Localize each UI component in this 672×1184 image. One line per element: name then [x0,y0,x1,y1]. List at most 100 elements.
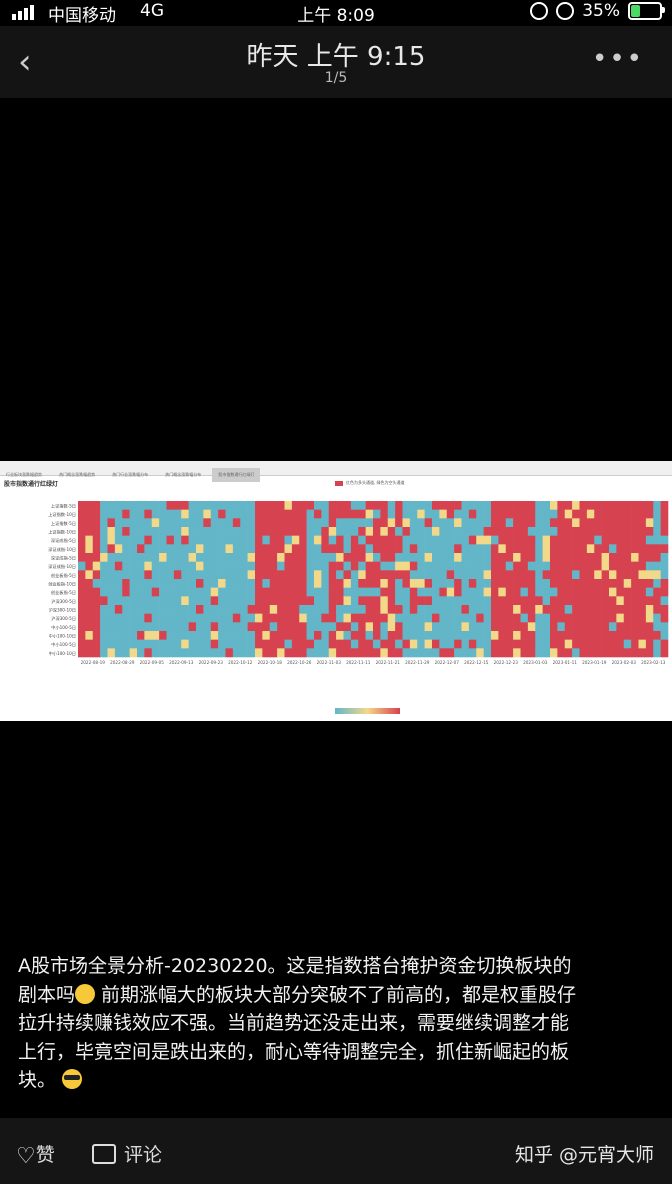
heatmap-cell [336,579,344,588]
photo-viewer-image[interactable]: 行业板块涨跌幅趋势 热门概念涨跌幅趋势 热门行业涨跌幅分布 热门概念涨跌幅分布 … [0,461,672,721]
heatmap-cell [373,605,381,614]
heatmap-cell [660,544,669,554]
heatmap-cell [446,579,455,588]
heatmap-cell [107,613,116,623]
heatmap-cell [476,596,484,606]
heatmap-cell [439,553,448,562]
comment-button[interactable]: 评论 [92,1140,162,1167]
heatmap-cell [122,570,130,580]
heatmap-cell [114,639,123,649]
heatmap-cell [653,509,661,519]
heatmap-cell [85,509,94,519]
heatmap-cell [373,509,381,519]
heatmap-cell [255,570,263,580]
heatmap-cell [387,535,396,545]
heatmap-cell [284,509,293,519]
heatmap-cell [542,501,551,510]
heatmap-cell [623,570,632,580]
heatmap-cell [336,509,344,519]
like-button[interactable]: ♡赞 [16,1140,55,1169]
more-dots-icon[interactable]: ••• [591,44,644,74]
heatmap-cell [579,501,588,510]
heatmap-cell [306,570,315,580]
heatmap-cell [631,570,639,580]
heatmap-cell [594,622,602,632]
heatmap-cell [314,605,322,614]
heatmap-cell [350,553,359,562]
heatmap-cell [210,579,219,588]
heatmap-cell [513,535,521,545]
date-tick-label: 2022-09-05 [140,660,165,665]
heatmap-cell [284,613,293,623]
heatmap-cell [210,544,219,554]
heatmap-cell [262,587,271,597]
heatmap-cell [505,622,514,632]
heatmap-cell [122,613,130,623]
heatmap-cell [579,605,588,614]
heatmap-cell [166,639,175,649]
heatmap-cell [159,561,167,571]
heatmap-cell [144,587,153,597]
heatmap-cell [314,544,322,554]
caption-line: 上行，毕竟空间是跌出来的，耐心等待调整完全，抓住新崛起的板 [18,1040,570,1063]
heatmap-cell [586,605,595,614]
heatmap-cell [373,544,381,554]
heatmap-cell [78,553,86,562]
heatmap-cell [660,527,669,536]
heatmap-cell [579,622,588,632]
heatmap-cell [306,579,315,588]
heatmap-cell [424,501,433,510]
heatmap-cell [114,631,123,640]
heatmap-cell [181,561,189,571]
heatmap-cell [196,501,204,510]
row-label: 中小100-10日 [49,650,76,657]
heatmap-cell [321,544,330,554]
heatmap-cell [78,622,86,632]
heatmap-cell [373,631,381,640]
heatmap-cell [535,509,543,519]
heatmap-cell [159,518,167,528]
heatmap-cell [328,639,337,649]
heatmap-cell [255,639,263,649]
heatmap-cell [491,639,499,649]
heatmap-cell [439,639,448,649]
heatmap-cell [483,553,492,562]
heatmap-cell [402,596,411,606]
heatmap-cell [181,527,189,536]
heatmap-cell [454,544,462,554]
heatmap-cell [395,613,403,623]
heatmap-cell [432,518,440,528]
heatmap-cell [247,501,256,510]
heatmap-cell [314,570,322,580]
heatmap-cell [623,535,632,545]
heatmap-cell [218,639,226,649]
heatmap-cell [299,579,307,588]
heatmap-cell [417,605,425,614]
heatmap-cell [218,570,226,580]
heatmap-cell [550,596,558,606]
heatmap-cell [564,544,573,554]
heatmap-cell [92,501,101,510]
heatmap-cell [417,639,425,649]
heatmap-cell [653,527,661,536]
heatmap-cell [454,501,462,510]
heatmap-cell [225,553,234,562]
heatmap-cell [365,605,374,614]
heatmap-cell [144,561,153,571]
heatmap-cell [550,501,558,510]
heatmap-cell [232,631,241,640]
heatmap-cell [122,561,130,571]
heatmap-cell [586,527,595,536]
chevron-left-icon[interactable]: ‹ [18,42,32,82]
heatmap-cell [461,587,470,597]
heatmap-cell [122,648,130,658]
heatmap-cell [336,639,344,649]
heatmap-cell [210,501,219,510]
heatmap-cell [284,518,293,528]
heatmap-cell [432,544,440,554]
heatmap-cell [505,527,514,536]
heatmap-cell [78,605,86,614]
heatmap-cell [85,648,94,658]
heatmap-cell [572,509,580,519]
heatmap-cell [291,553,300,562]
